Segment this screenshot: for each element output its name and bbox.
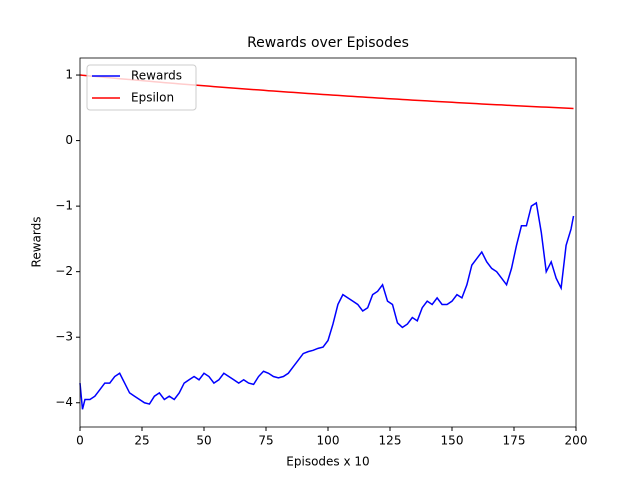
y-tick-label: −1 xyxy=(55,199,73,213)
x-tick-label: 200 xyxy=(565,434,588,448)
chart-title: Rewards over Episodes xyxy=(247,35,409,51)
x-tick-label: 100 xyxy=(317,434,340,448)
x-tick-label: 175 xyxy=(503,434,526,448)
x-axis-label: Episodes x 10 xyxy=(286,455,369,469)
y-axis-label: Rewards xyxy=(30,217,44,268)
y-tick-label: −3 xyxy=(55,330,73,344)
legend-label: Epsilon xyxy=(131,91,174,105)
x-tick-label: 75 xyxy=(258,434,273,448)
y-tick-label: 0 xyxy=(65,133,73,147)
line-series xyxy=(79,201,575,410)
x-tick-label: 125 xyxy=(379,434,402,448)
plot-frame xyxy=(79,57,577,428)
y-tick-label: −2 xyxy=(55,264,73,278)
x-tick-label: 25 xyxy=(134,434,149,448)
x-tick-label: 0 xyxy=(76,434,84,448)
legend-label: Rewards xyxy=(131,69,182,83)
x-tick-label: 150 xyxy=(441,434,464,448)
x-tick-label: 50 xyxy=(196,434,211,448)
y-tick-label: −4 xyxy=(55,395,73,409)
y-tick-label: 1 xyxy=(65,68,73,82)
